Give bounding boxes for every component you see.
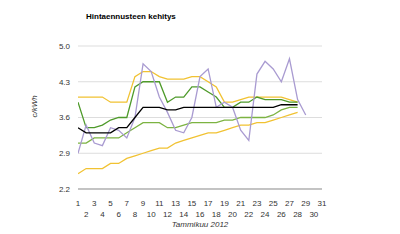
svg-text:2.9: 2.9 [59, 149, 71, 158]
svg-text:13: 13 [171, 199, 180, 208]
svg-text:19: 19 [220, 199, 229, 208]
svg-text:2.2: 2.2 [59, 185, 71, 194]
svg-text:17: 17 [204, 199, 213, 208]
svg-text:28: 28 [293, 210, 302, 219]
svg-text:18: 18 [212, 210, 221, 219]
svg-text:7: 7 [125, 199, 130, 208]
svg-text:4.3: 4.3 [59, 78, 71, 87]
svg-text:31: 31 [318, 199, 327, 208]
svg-text:1: 1 [76, 199, 81, 208]
svg-text:11: 11 [155, 199, 164, 208]
svg-text:30: 30 [309, 210, 318, 219]
svg-text:6: 6 [116, 210, 121, 219]
svg-text:26: 26 [277, 210, 286, 219]
svg-text:2: 2 [84, 210, 89, 219]
svg-text:4: 4 [100, 210, 105, 219]
svg-text:22: 22 [244, 210, 253, 219]
svg-text:5: 5 [108, 199, 113, 208]
svg-text:9: 9 [141, 199, 146, 208]
svg-text:15: 15 [187, 199, 196, 208]
svg-text:3: 3 [92, 199, 97, 208]
svg-text:20: 20 [228, 210, 237, 219]
svg-text:c/kWh: c/kWh [30, 95, 39, 118]
svg-text:16: 16 [196, 210, 205, 219]
svg-text:12: 12 [163, 210, 172, 219]
html-text:Hintaennusteen kehitys: Hintaennusteen kehitys [86, 12, 176, 21]
svg-text:29: 29 [301, 199, 310, 208]
svg-text:5.0: 5.0 [59, 42, 71, 51]
svg-text:10: 10 [147, 210, 156, 219]
svg-text:3.6: 3.6 [59, 113, 71, 122]
svg-text:21: 21 [236, 199, 245, 208]
svg-text:25: 25 [269, 199, 278, 208]
svg-text:27: 27 [285, 199, 294, 208]
svg-text:Tammikuu 2012: Tammikuu 2012 [172, 220, 229, 229]
svg-text:14: 14 [179, 210, 188, 219]
svg-text:23: 23 [252, 199, 261, 208]
svg-text:24: 24 [261, 210, 270, 219]
svg-text:8: 8 [133, 210, 138, 219]
